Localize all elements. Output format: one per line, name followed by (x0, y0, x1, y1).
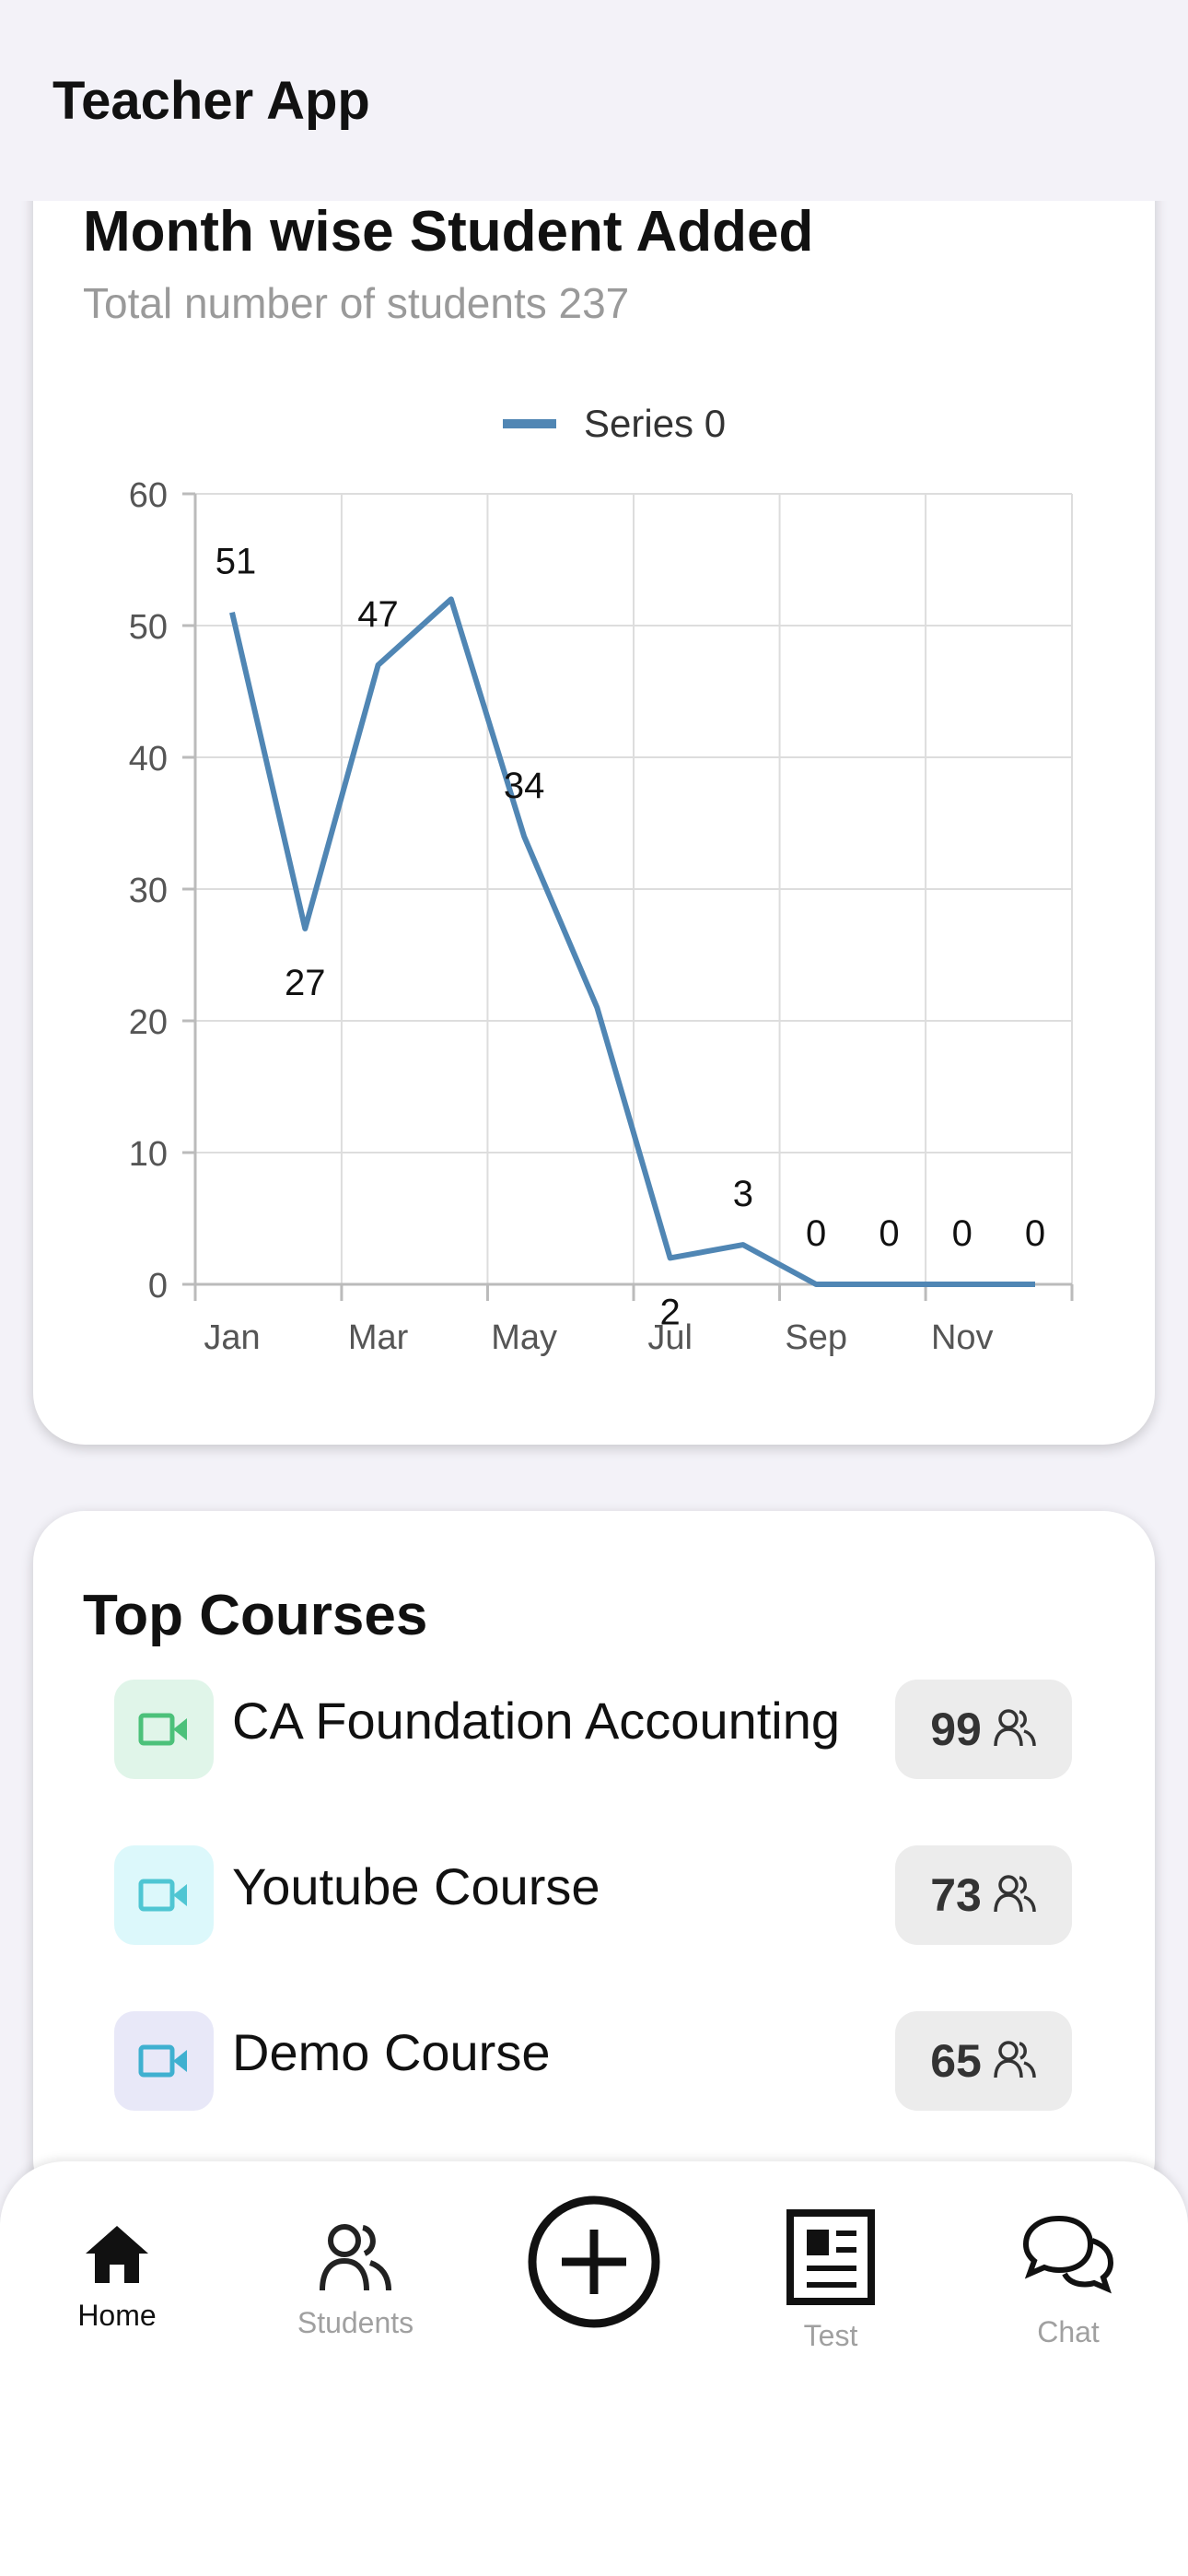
nav-label: Home (77, 2299, 157, 2332)
data-label: 0 (806, 1213, 826, 1254)
series-line (229, 596, 1035, 1287)
y-tick-label: 10 (129, 1135, 168, 1174)
nav-label: Test (803, 2319, 858, 2352)
enrolled-count: 65 (930, 2035, 982, 2087)
video-icon (114, 1680, 214, 1779)
legend-label: Series 0 (584, 402, 726, 445)
data-label: 0 (879, 1213, 899, 1254)
course-row[interactable]: Demo Course 65 (33, 2011, 1155, 2113)
students-icon (319, 2222, 392, 2297)
y-tick-label: 50 (129, 608, 168, 647)
chart-subtitle: Total number of students 237 (83, 279, 630, 327)
data-label: 34 (504, 766, 545, 806)
y-tick-label: 0 (148, 1267, 168, 1306)
app-title: Teacher App (52, 70, 370, 131)
bottom-navigation: Home Students (0, 2161, 1188, 2576)
y-tick-label: 20 (129, 1003, 168, 1042)
students-icon (993, 1707, 1037, 1752)
course-name: CA Foundation Accounting (232, 1692, 841, 1750)
course-row[interactable]: CA Foundation Accounting 99 (33, 1680, 1155, 1781)
chat-icon (1022, 2213, 1114, 2306)
x-tick-label: May (491, 1318, 557, 1357)
course-name: Youtube Course (232, 1857, 600, 1915)
enrolled-count-badge: 65 (895, 2011, 1072, 2111)
nav-item-students[interactable]: Students (286, 2222, 425, 2340)
nav-item-home[interactable]: Home (57, 2222, 177, 2333)
video-icon (114, 2011, 214, 2111)
student-chart-card: Month wise Student Added Total number of… (33, 92, 1155, 1445)
course-row[interactable]: Youtube Course 73 (33, 1845, 1155, 1947)
top-courses-card: Top Courses CA Foundation Accounting 99 (33, 1511, 1155, 2211)
students-icon (993, 2039, 1037, 2084)
students-icon (993, 1873, 1037, 1918)
x-tick-label: Jan (204, 1318, 260, 1357)
enrolled-count: 99 (930, 1704, 982, 1755)
x-tick-label: Jul (647, 1318, 693, 1357)
nav-label: Students (297, 2306, 414, 2339)
add-button[interactable] (525, 2193, 663, 2336)
courses-title: Top Courses (83, 1584, 428, 1647)
enrolled-count: 73 (930, 1869, 982, 1921)
data-label: 47 (357, 594, 399, 635)
app-bar: Teacher App (0, 0, 1188, 201)
chart-title: Month wise Student Added (83, 200, 814, 263)
data-label: 0 (952, 1213, 973, 1254)
nav-label: Chat (1037, 2315, 1100, 2348)
course-name: Demo Course (232, 2023, 551, 2081)
data-label: 3 (733, 1174, 753, 1214)
video-icon (114, 1845, 214, 1945)
x-tick-label: Mar (348, 1318, 409, 1357)
y-tick-label: 30 (129, 872, 168, 910)
nav-item-chat[interactable]: Chat (1013, 2213, 1124, 2349)
enrolled-count-badge: 99 (895, 1680, 1072, 1779)
x-tick-label: Sep (785, 1318, 847, 1357)
data-label: 51 (215, 542, 257, 582)
nav-item-test[interactable]: Test (775, 2209, 886, 2353)
x-tick-label: Nov (931, 1318, 994, 1357)
y-tick-label: 60 (129, 476, 168, 515)
data-label: 0 (1025, 1213, 1045, 1254)
add-circle-icon (525, 2193, 663, 2336)
y-tick-label: 40 (129, 740, 168, 779)
test-icon (786, 2209, 875, 2310)
data-label: 2 (660, 1292, 681, 1332)
enrolled-count-badge: 73 (895, 1845, 1072, 1945)
data-label: 27 (285, 963, 326, 1003)
home-icon (84, 2222, 150, 2289)
